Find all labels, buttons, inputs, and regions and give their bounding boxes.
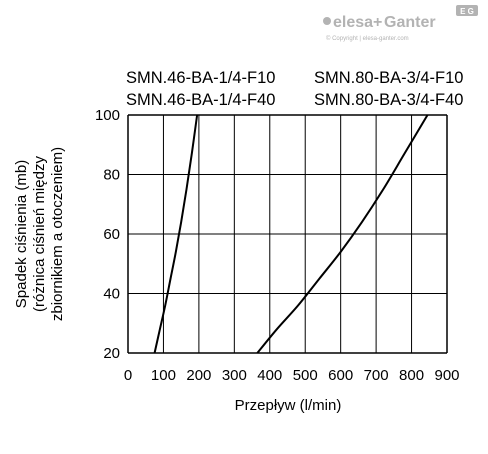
- logo-badge-icon: [456, 5, 478, 16]
- grid: [127, 114, 448, 354]
- x-tick-label: 600: [328, 367, 353, 384]
- y-axis-title-line-1: Spadek ciśnienia (mb): [13, 160, 30, 308]
- x-tick-label: 200: [186, 367, 211, 384]
- x-tick-label: 500: [293, 367, 318, 384]
- x-tick-labels: 0 100 200 300 400 500 600 700 800 900: [124, 367, 460, 384]
- brand-logo: elesa + Ganter E G © Copyright | elesa-g…: [323, 5, 478, 42]
- y-axis-title-line-2: (różnica ciśnień między: [31, 156, 48, 312]
- y-axis-title: Spadek ciśnienia (mb) (różnica ciśnień m…: [13, 147, 66, 321]
- x-axis-title: Przepływ (l/min): [235, 397, 342, 414]
- logo-name-left: elesa: [333, 14, 373, 31]
- series-line-2: [256, 114, 429, 354]
- x-tick-label: 800: [399, 367, 424, 384]
- x-tick-label: 900: [434, 367, 459, 384]
- y-tick-label: 60: [103, 226, 120, 243]
- y-tick-labels: 20 40 60 80 100: [95, 107, 120, 362]
- legend-label-2: SMN.46-BA-1/4-F40: [126, 91, 275, 109]
- y-axis-title-line-3: zbiornikiem a otoczeniem): [49, 147, 66, 321]
- logo-badge-text: E G: [460, 7, 474, 16]
- x-tick-label: 100: [151, 367, 176, 384]
- x-tick-label: 0: [124, 367, 132, 384]
- logo-dot-icon: [323, 17, 331, 25]
- y-tick-label: 100: [95, 107, 120, 124]
- y-tick-label: 80: [103, 167, 120, 184]
- y-tick-label: 20: [103, 345, 120, 362]
- legend-label-4: SMN.80-BA-3/4-F40: [314, 91, 463, 109]
- x-tick-label: 700: [364, 367, 389, 384]
- legend-label-3: SMN.80-BA-3/4-F10: [314, 69, 463, 87]
- y-tick-label: 40: [103, 286, 120, 303]
- x-tick-label: 300: [222, 367, 247, 384]
- legend: SMN.46-BA-1/4-F10 SMN.46-BA-1/4-F40 SMN.…: [126, 69, 463, 109]
- x-tick-label: 400: [257, 367, 282, 384]
- logo-copyright: © Copyright | elesa-ganter.com: [326, 35, 409, 42]
- series-lines: [153, 114, 429, 354]
- logo-name-right: Ganter: [384, 14, 436, 31]
- series-line-1: [153, 114, 199, 354]
- logo-name-plus: +: [373, 14, 382, 31]
- legend-label-1: SMN.46-BA-1/4-F10: [126, 69, 275, 87]
